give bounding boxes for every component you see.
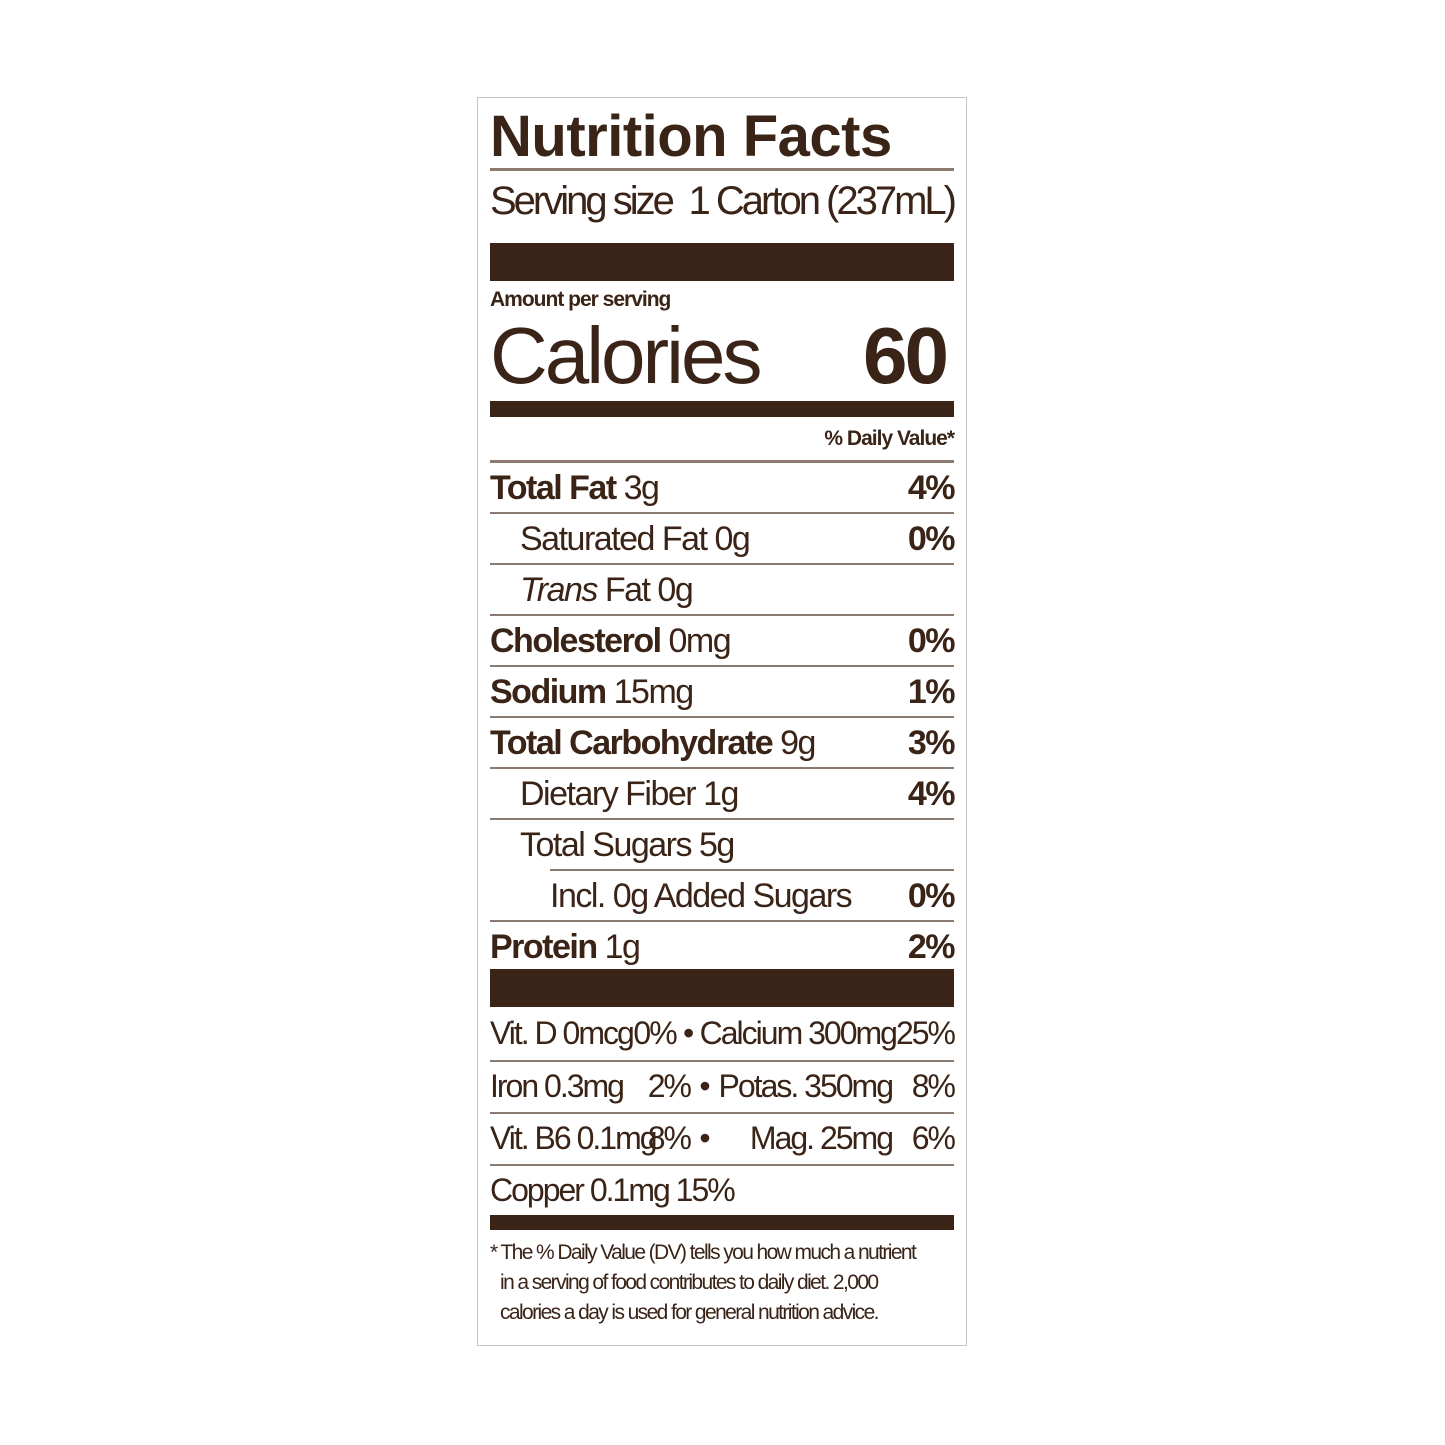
nutrient-row-sodium: Sodium 15mg 1% <box>490 672 956 711</box>
nutrient-row-saturated-fat: Saturated Fat 0g 0% <box>520 519 956 558</box>
serving-size: Serving size 1 Carton (237mL) <box>490 176 957 226</box>
vitamin-row: Vit. B6 0.1mg 8% • Mag. 25mg 6% <box>490 1119 956 1156</box>
nutrient-row-cholesterol: Cholesterol 0mg 0% <box>490 621 956 660</box>
nutrient-row-trans-fat: Trans Fat 0g <box>520 570 694 609</box>
nutrient-row-total-fat: Total Fat 3g 4% <box>490 468 956 507</box>
footnote: * The % Daily Value (DV) tells you how m… <box>490 1241 917 1324</box>
vitamin-row: Vit. D 0mcg 0% • Calcium 300mg 25% <box>490 1014 956 1051</box>
divider <box>490 460 954 463</box>
thick-bar <box>490 243 954 281</box>
calories-row: Calories 60 <box>490 311 954 400</box>
nutrition-facts-label: Nutrition Facts Serving size 1 Carton (2… <box>477 97 967 1346</box>
serving-label: Serving size <box>490 178 675 223</box>
thick-bar <box>490 1215 954 1230</box>
divider <box>490 168 954 171</box>
nutrient-row-total-sugars: Total Sugars 5g <box>520 825 735 864</box>
daily-value-header: % Daily Value* <box>824 427 955 450</box>
nutrient-row-protein: Protein 1g 2% <box>490 927 956 966</box>
thick-bar <box>490 969 954 1007</box>
serving-value: 1 Carton (237mL) <box>688 178 957 223</box>
vitamin-row: Copper 0.1mg 15% <box>490 1171 736 1208</box>
title: Nutrition Facts <box>490 104 892 169</box>
calories-value: 60 <box>863 310 949 400</box>
thick-bar <box>490 401 954 417</box>
nutrient-row-added-sugars: Incl. 0g Added Sugars 0% <box>550 876 956 915</box>
nutrient-row-dietary-fiber: Dietary Fiber 1g 4% <box>520 774 956 813</box>
calories-label: Calories <box>490 310 762 400</box>
vitamin-row: Iron 0.3mg 2% • Potas. 350mg 8% <box>490 1067 956 1104</box>
amount-per-serving: Amount per serving <box>490 288 671 311</box>
nutrient-row-total-carbohydrate: Total Carbohydrate 9g 3% <box>490 723 956 762</box>
